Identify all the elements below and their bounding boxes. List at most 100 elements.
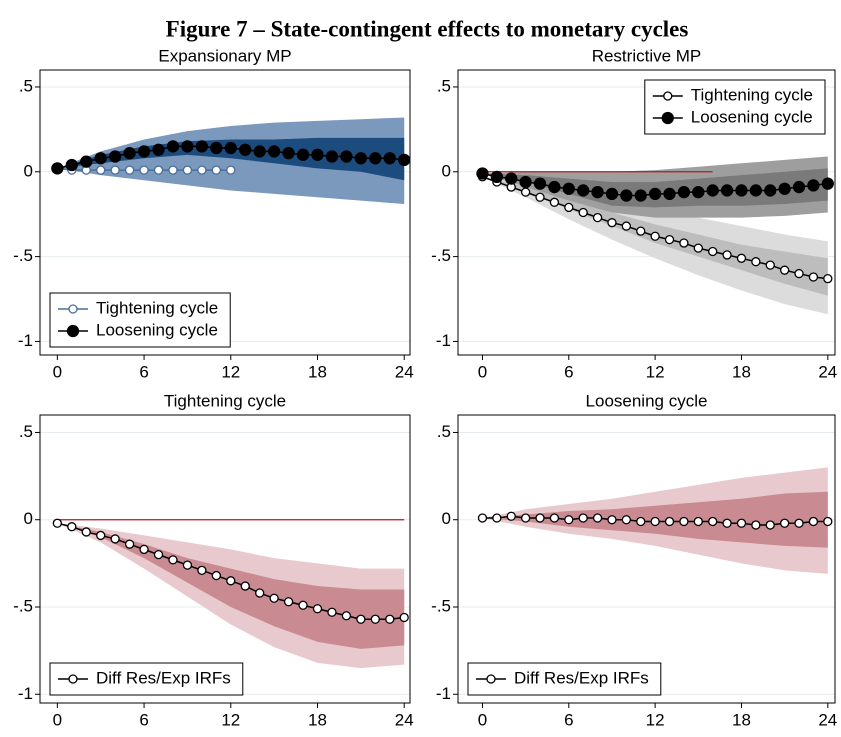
data-point — [693, 243, 703, 253]
data-point — [663, 187, 676, 200]
data-point — [96, 530, 106, 541]
data-point — [94, 152, 107, 165]
data-point — [620, 189, 633, 202]
panel-title: Expansionary MP — [158, 46, 291, 65]
data-point — [340, 150, 353, 163]
data-point — [578, 513, 588, 523]
data-point — [794, 268, 804, 279]
data-point — [312, 604, 323, 614]
data-point — [808, 516, 819, 527]
data-point — [181, 140, 194, 153]
x-tick-label: 0 — [478, 362, 487, 381]
data-point — [720, 184, 734, 197]
data-point — [605, 187, 619, 200]
x-tick-label: 0 — [478, 710, 487, 729]
confidence-band — [57, 523, 405, 649]
data-point — [269, 593, 279, 603]
x-tick-label: 18 — [308, 710, 327, 729]
data-point — [354, 152, 368, 165]
data-point — [722, 518, 732, 528]
data-point — [283, 597, 294, 607]
legend-label: Loosening cycle — [691, 107, 813, 126]
data-point — [253, 145, 266, 158]
y-tick-label: 0 — [24, 161, 33, 180]
data-point — [519, 175, 532, 189]
data-point — [692, 185, 705, 199]
data-point — [535, 513, 545, 523]
data-point — [679, 238, 689, 248]
y-tick-label: 0 — [442, 509, 451, 528]
data-point — [607, 515, 617, 525]
data-point — [182, 165, 193, 175]
plot-frame — [457, 414, 836, 704]
x-tick-label: 12 — [646, 710, 665, 729]
data-point — [124, 165, 135, 175]
data-point — [369, 152, 382, 165]
y-tick-label: -1 — [18, 684, 33, 703]
x-tick-label: 6 — [564, 362, 573, 381]
data-point — [210, 141, 223, 155]
data-point — [341, 611, 352, 621]
data-point — [765, 260, 775, 270]
data-point — [383, 152, 396, 165]
data-point — [124, 539, 135, 549]
plot-frame — [39, 69, 411, 356]
data-point — [311, 148, 324, 161]
panel-title: Tightening cycle — [164, 391, 286, 410]
data-point — [636, 226, 646, 236]
data-point — [764, 184, 777, 197]
data-point — [708, 516, 718, 527]
data-point — [794, 518, 804, 528]
x-tick-label: 12 — [221, 362, 240, 381]
x-tick-label: 24 — [395, 710, 414, 729]
data-point — [808, 272, 819, 282]
data-point — [749, 184, 763, 197]
data-point — [807, 179, 820, 192]
x-tick-label: 18 — [732, 710, 751, 729]
data-point — [477, 513, 488, 523]
data-point — [226, 165, 236, 175]
figure-title: Figure 7 – State-contingent effects to m… — [166, 16, 689, 41]
data-point — [549, 513, 560, 523]
y-tick-label: 0 — [442, 161, 451, 180]
data-point — [476, 167, 489, 180]
data-point — [211, 165, 221, 175]
data-point — [607, 218, 617, 228]
y-tick-label: -1 — [436, 684, 451, 703]
data-point — [722, 250, 732, 260]
legend-label: Loosening cycle — [96, 320, 218, 339]
legend: Tightening cycle Loosening cycle — [49, 292, 231, 348]
data-point — [65, 158, 78, 172]
data-point — [356, 614, 366, 624]
data-point — [137, 145, 151, 158]
data-point — [51, 162, 64, 175]
data-point — [779, 518, 790, 528]
data-point — [182, 560, 193, 570]
legend-marker — [486, 674, 496, 684]
panel-title: Loosening cycle — [586, 391, 708, 410]
y-tick-label: -1 — [18, 331, 33, 350]
data-point — [123, 146, 136, 160]
data-point — [166, 140, 180, 153]
legend-label: Diff Res/Exp IRFs — [96, 668, 231, 687]
data-point — [591, 185, 604, 199]
data-point — [240, 581, 250, 591]
data-point — [736, 253, 747, 263]
data-point — [490, 170, 504, 184]
data-point — [636, 516, 646, 527]
legend-label: Tightening cycle — [96, 298, 218, 317]
legend: Tightening cycle Loosening cycle — [644, 79, 826, 135]
data-point — [693, 516, 703, 527]
data-point — [385, 614, 395, 624]
data-point — [226, 576, 236, 586]
data-point — [282, 146, 295, 160]
data-point — [505, 172, 518, 185]
y-tick-label: -1 — [436, 331, 451, 350]
data-point — [792, 180, 806, 194]
data-point — [197, 165, 207, 175]
data-point — [325, 150, 339, 163]
plot-frame — [39, 414, 411, 704]
data-point — [679, 516, 689, 527]
data-point — [535, 192, 545, 202]
legend-marker — [663, 91, 673, 101]
